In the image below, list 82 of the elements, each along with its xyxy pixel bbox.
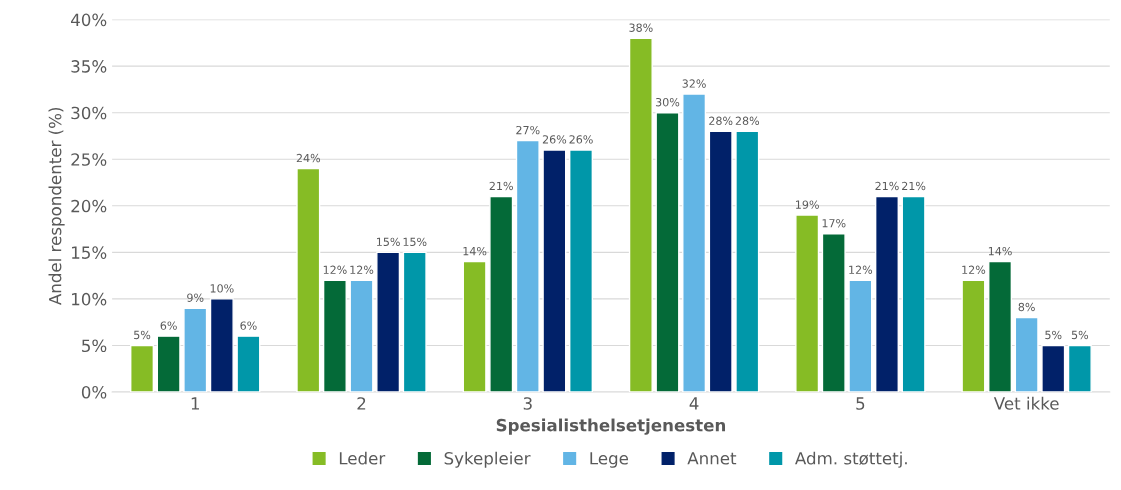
data-label: 26% xyxy=(542,135,567,144)
x-axis-title: Spesialisthelsetjenesten xyxy=(496,418,726,435)
legend-label: Leder xyxy=(339,451,386,465)
data-label: 17% xyxy=(822,219,846,228)
bar xyxy=(735,130,760,392)
data-label: 14% xyxy=(463,246,487,256)
bar xyxy=(1041,344,1066,392)
x-tick-label: Vet ikke xyxy=(993,396,1059,410)
bar xyxy=(209,298,234,392)
bar xyxy=(628,37,653,392)
data-label: 8% xyxy=(1018,302,1035,312)
bar xyxy=(708,130,733,392)
data-label: 14% xyxy=(988,246,1012,256)
data-label: 27% xyxy=(516,125,540,135)
data-label: 12% xyxy=(350,265,374,274)
y-tick-label: 15% xyxy=(72,246,107,259)
data-label: 15% xyxy=(377,237,400,247)
data-label: 28% xyxy=(709,116,733,125)
data-label: 5% xyxy=(1071,330,1089,340)
data-label: 38% xyxy=(629,23,653,32)
bar xyxy=(236,335,261,392)
data-label: 19% xyxy=(796,200,819,209)
data-label: 12% xyxy=(849,265,873,274)
bar xyxy=(901,195,926,392)
data-label: 30% xyxy=(655,97,680,107)
data-label: 15% xyxy=(403,237,427,247)
data-label: 6% xyxy=(240,321,257,330)
y-tick-label: 30% xyxy=(71,106,107,120)
bar xyxy=(130,344,155,392)
legend-label: Adm. støttetj. xyxy=(795,451,907,468)
data-label: 9% xyxy=(187,293,204,302)
legend-label: Annet xyxy=(687,452,737,465)
bar xyxy=(376,251,401,392)
bar xyxy=(183,307,208,392)
legend-label: Sykepleier xyxy=(444,451,531,468)
x-tick-label: 3 xyxy=(523,397,532,410)
data-label: 5% xyxy=(1045,330,1062,340)
bar xyxy=(542,149,567,392)
bar xyxy=(462,260,487,392)
data-label: 21% xyxy=(489,181,513,191)
data-label: 5% xyxy=(134,330,151,340)
bar xyxy=(489,195,514,392)
bar xyxy=(795,214,820,392)
bar xyxy=(848,279,873,392)
data-label: 24% xyxy=(296,153,321,163)
y-tick-label: 20% xyxy=(71,199,107,213)
y-tick-label: 5% xyxy=(82,339,107,353)
data-label: 28% xyxy=(735,116,760,125)
x-tick-label: 5 xyxy=(856,397,865,410)
bar xyxy=(821,233,846,392)
bar xyxy=(961,279,986,392)
y-axis-title: Andel respondenter (%) xyxy=(48,107,65,305)
y-tick-label: 25% xyxy=(71,153,107,166)
data-label: 12% xyxy=(323,265,347,274)
y-tick-label: 10% xyxy=(72,292,107,306)
bar xyxy=(402,251,427,392)
bar xyxy=(349,279,374,392)
legend-label: Lege xyxy=(590,452,629,468)
x-tick-label: 1 xyxy=(191,397,199,410)
data-label: 21% xyxy=(902,181,926,191)
y-tick-label: 35% xyxy=(71,60,107,73)
data-label: 12% xyxy=(962,265,986,274)
data-label: 26% xyxy=(569,135,593,144)
y-tick-label: 0% xyxy=(81,385,107,399)
bar xyxy=(156,335,181,392)
data-label: 21% xyxy=(875,181,899,191)
data-label: 32% xyxy=(682,79,706,88)
bar xyxy=(569,149,594,392)
bar xyxy=(1014,316,1039,392)
bar xyxy=(322,279,347,392)
bar xyxy=(682,93,707,392)
bar xyxy=(296,167,321,392)
bar xyxy=(655,112,680,392)
data-label: 10% xyxy=(210,284,234,293)
bar xyxy=(515,139,540,392)
bar xyxy=(874,195,899,392)
data-label: 6% xyxy=(160,321,177,330)
x-tick-label: 2 xyxy=(357,397,366,410)
bar xyxy=(988,260,1013,392)
y-tick-label: 40% xyxy=(71,13,107,27)
bar xyxy=(1067,344,1092,392)
x-tick-label: 4 xyxy=(689,397,699,410)
